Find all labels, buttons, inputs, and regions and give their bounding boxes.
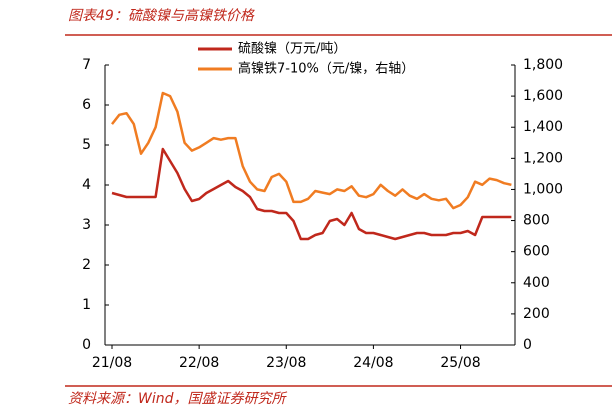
y-tick-label: 5 <box>82 137 91 153</box>
y2-tick-label: 200 <box>523 306 550 322</box>
y-tick-label: 3 <box>82 217 91 233</box>
y-tick-label: 0 <box>82 337 91 353</box>
y-tick-label: 6 <box>82 97 91 113</box>
y2-tick-label: 600 <box>523 244 550 260</box>
y2-tick-label: 400 <box>523 275 550 291</box>
x-tick-label: 25/08 <box>440 355 480 371</box>
legend-label: 高镍铁7-10%（元/镍，右轴） <box>238 61 414 77</box>
data-line <box>111 91 512 210</box>
y-tick-label: 7 <box>82 57 91 73</box>
x-tick-label: 23/08 <box>266 355 306 371</box>
chart-title: 图表49：硫酸镍与高镍铁价格 <box>68 8 255 24</box>
data-line <box>111 147 512 241</box>
y2-tick-label: 1,400 <box>523 119 563 135</box>
y2-tick-label: 1,600 <box>523 88 563 104</box>
x-tick-label: 22/08 <box>179 355 219 371</box>
y2-tick-label: 1,200 <box>523 150 563 166</box>
y-tick-label: 4 <box>82 177 91 193</box>
y2-tick-label: 800 <box>523 213 550 229</box>
y-tick-label: 1 <box>82 297 91 313</box>
y2-tick-label: 1,000 <box>523 181 563 197</box>
y2-tick-label: 0 <box>523 337 532 353</box>
source-note: 资料来源：Wind，国盛证券研究所 <box>68 391 287 407</box>
legend-label: 硫酸镍（万元/吨） <box>238 42 346 57</box>
x-tick-label: 21/08 <box>92 355 132 371</box>
x-tick-label: 24/08 <box>353 355 393 371</box>
y-tick-label: 2 <box>82 257 91 273</box>
y2-tick-label: 1,800 <box>523 57 563 73</box>
